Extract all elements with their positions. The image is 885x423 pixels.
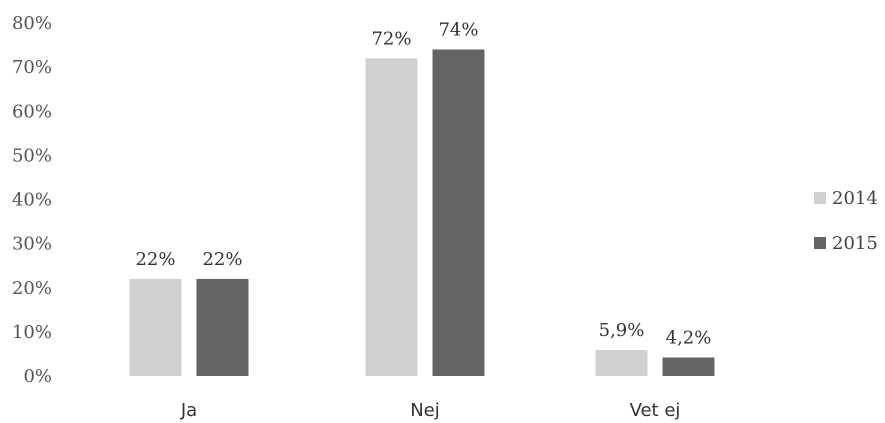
legend: 2014 2015 <box>814 188 878 254</box>
data-label: 22% <box>202 249 242 270</box>
data-label: 72% <box>371 28 411 49</box>
x-category-label: Nej <box>410 400 440 421</box>
y-tick-label: 70% <box>12 57 52 78</box>
legend-label-2015: 2015 <box>832 233 878 254</box>
x-category-label: Vet ej <box>630 400 681 421</box>
bars <box>129 49 715 377</box>
data-label: 74% <box>438 19 478 40</box>
bar-2014-nej <box>365 58 418 377</box>
y-axis: 0% 10% 20% 30% 40% 50% 60% 70% 80% <box>12 13 52 387</box>
legend-swatch-2014 <box>814 192 826 204</box>
y-tick-label: 50% <box>12 145 52 166</box>
y-tick-label: 40% <box>12 190 52 211</box>
y-tick-label: 60% <box>12 101 52 122</box>
bar-2014-vet-ej <box>595 349 648 376</box>
bar-2015-nej <box>432 49 485 376</box>
bar-2014-ja <box>129 278 182 376</box>
y-tick-label: 30% <box>12 234 52 255</box>
data-labels: 22% 22% 72% 74% 5,9% 4,2% <box>135 19 711 348</box>
y-tick-label: 0% <box>23 366 52 387</box>
bar-2015-vet-ej <box>662 357 715 376</box>
data-label: 5,9% <box>599 320 645 341</box>
y-tick-label: 20% <box>12 278 52 299</box>
y-tick-label: 10% <box>12 322 52 343</box>
y-tick-label: 80% <box>12 13 52 34</box>
legend-label-2014: 2014 <box>832 188 878 209</box>
x-category-label: Ja <box>180 400 197 421</box>
data-label: 22% <box>135 249 175 270</box>
legend-swatch-2015 <box>814 237 826 249</box>
x-axis: Ja Nej Vet ej <box>180 400 681 421</box>
bar-2015-ja <box>196 278 249 376</box>
data-label: 4,2% <box>666 327 712 348</box>
